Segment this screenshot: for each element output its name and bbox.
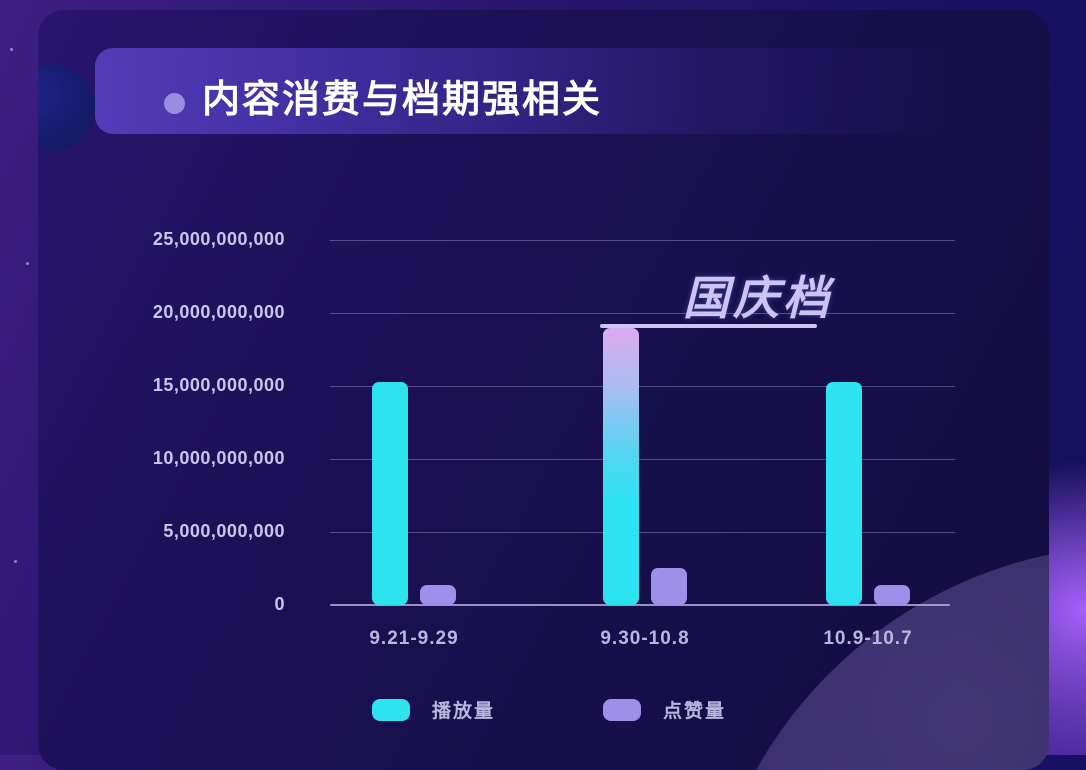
- x-axis-tick-label: 9.30-10.8: [600, 628, 690, 649]
- gridline: [330, 532, 955, 533]
- bar-like-1: [651, 568, 687, 605]
- x-axis-line: [330, 604, 950, 606]
- bar-like-0: [420, 585, 456, 605]
- x-axis-tick-label: 9.21-9.29: [369, 628, 459, 649]
- y-axis-tick-label: 10,000,000,000: [152, 448, 285, 468]
- bar-play-2: [826, 382, 862, 605]
- annotation-label: 国庆档: [683, 272, 833, 324]
- legend-label: 播放量: [432, 701, 496, 722]
- main-panel: 内容消费与档期强相关 国庆档 0 5,000,000,000 10,000,000,…: [38, 10, 1049, 770]
- y-axis-tick-label: 15,000,000,000: [152, 375, 285, 395]
- bar-like-2: [874, 585, 910, 605]
- star-dot: [26, 262, 29, 265]
- legend-swatch-play: [372, 698, 410, 721]
- bar-play-1: [603, 328, 639, 605]
- legend-swatch-like: [603, 698, 641, 721]
- gridline: [330, 313, 955, 314]
- legend-item: 点赞量: [603, 696, 726, 723]
- star-dot: [14, 560, 17, 563]
- title-banner: 内容消费与档期强相关: [95, 48, 957, 134]
- page-title: 内容消费与档期强相关: [202, 79, 603, 121]
- y-axis-tick-label: 25,000,000,000: [152, 229, 285, 249]
- y-axis-tick-label: 5,000,000,000: [163, 521, 285, 541]
- bullet-dot-icon: [164, 93, 185, 114]
- y-axis-tick-label: 0: [274, 594, 285, 614]
- annotation-underline: [600, 324, 817, 328]
- legend-item: 播放量: [372, 696, 495, 723]
- star-dot: [10, 48, 13, 51]
- y-axis-tick-label: 20,000,000,000: [152, 302, 285, 322]
- bar-play-0: [372, 382, 408, 605]
- legend-label: 点赞量: [663, 701, 727, 722]
- x-axis-tick-label: 10.9-10.7: [823, 628, 913, 649]
- bar-chart: 国庆档 0 5,000,000,000 10,000,000,000 15,000,0…: [38, 10, 1049, 770]
- gridline: [330, 240, 955, 241]
- gridline: [330, 386, 955, 387]
- gridline: [330, 459, 955, 460]
